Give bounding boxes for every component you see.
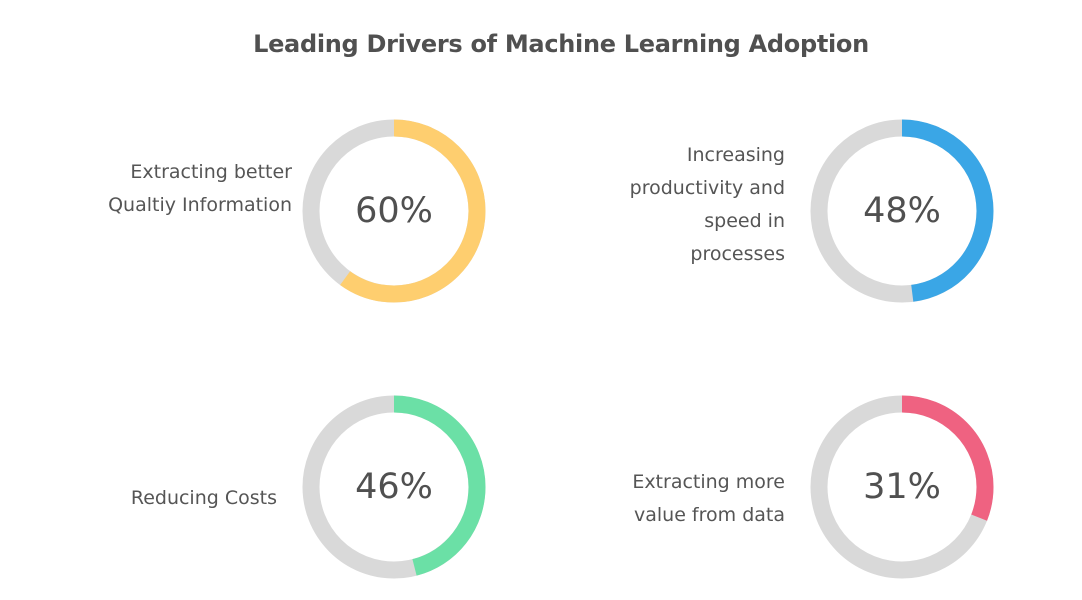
label-value-from-data: Extracting more value from data [632, 466, 785, 532]
label-line: processes [690, 243, 785, 265]
label-line: Reducing Costs [130, 487, 277, 509]
label-quality-information: Extracting better Qualtiy Information [108, 156, 292, 222]
donut-arc-reducing-costs [302, 395, 486, 579]
label-line: Qualtiy Information [108, 194, 292, 216]
value-label-reducing-costs: 46% [355, 467, 433, 507]
donut-arc-productivity-speed [810, 119, 994, 303]
label-line: productivity and [629, 177, 785, 199]
chart-title: Leading Drivers of Machine Learning Adop… [253, 30, 869, 58]
value-label-quality-information: 60% [355, 191, 433, 231]
label-line: speed in [704, 210, 785, 232]
label-line: value from data [634, 504, 785, 526]
label-productivity-speed: Increasing productivity and speed in pro… [630, 139, 785, 271]
donut-arc-quality-information [302, 119, 486, 303]
label-reducing-costs: Reducing Costs [131, 482, 277, 515]
label-line: Extracting better [130, 161, 292, 183]
value-label-productivity-speed: 48% [863, 191, 941, 231]
value-label-value-from-data: 31% [863, 467, 941, 507]
donut-arc-value-from-data [810, 395, 994, 579]
label-line: Extracting more [632, 471, 785, 493]
label-line: Increasing [686, 144, 785, 166]
